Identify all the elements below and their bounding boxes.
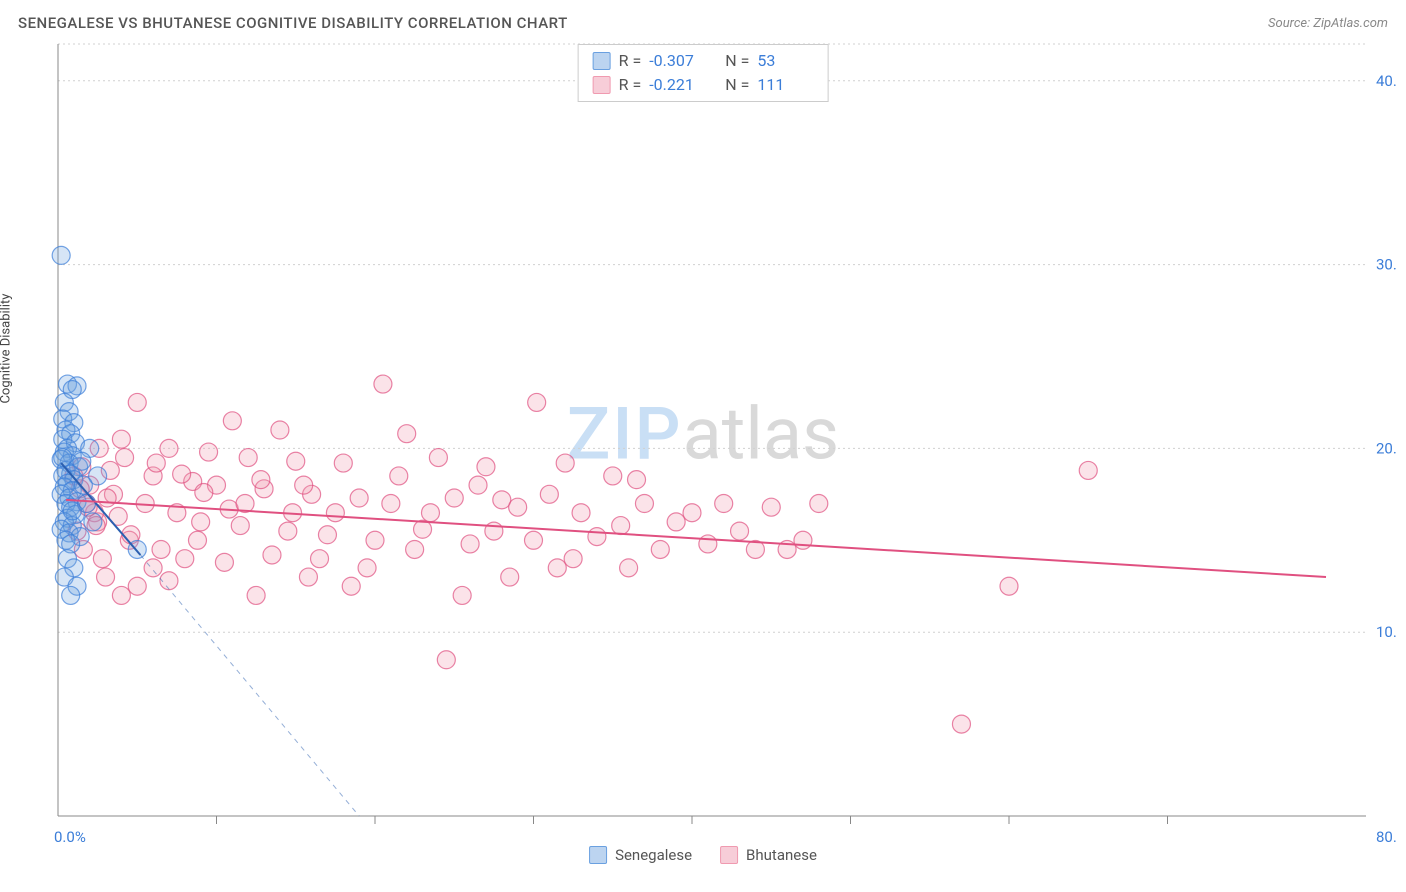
stats-n-label: N =: [725, 73, 749, 97]
svg-text:80.0%: 80.0%: [1376, 828, 1396, 846]
plot-area: Cognitive Disability ZIPatlas 10.0%20.0%…: [10, 36, 1396, 866]
legend-swatch-bhutanese: [720, 846, 738, 864]
chart-container: SENEGALESE VS BHUTANESE COGNITIVE DISABI…: [10, 10, 1396, 882]
chart-title: SENEGALESE VS BHUTANESE COGNITIVE DISABI…: [18, 14, 568, 32]
chart-source: Source: ZipAtlas.com: [1268, 16, 1388, 31]
stats-row-bhutanese: R = -0.221 N = 111: [593, 73, 814, 97]
legend-label-senegalese: Senegalese: [615, 846, 692, 864]
y-axis-label: Cognitive Disability: [0, 294, 14, 404]
svg-text:40.0%: 40.0%: [1376, 72, 1396, 90]
legend-label-bhutanese: Bhutanese: [746, 846, 817, 864]
stats-n-value-bhutanese: 111: [757, 73, 813, 97]
svg-text:10.0%: 10.0%: [1376, 623, 1396, 641]
stats-legend-box: R = -0.307 N = 53 R = -0.221 N = 111: [578, 44, 829, 102]
stats-r-value-bhutanese: -0.221: [649, 73, 705, 97]
legend-item-senegalese: Senegalese: [589, 846, 692, 864]
svg-text:0.0%: 0.0%: [54, 828, 86, 846]
svg-text:20.0%: 20.0%: [1376, 439, 1396, 457]
stats-r-value-senegalese: -0.307: [649, 49, 705, 73]
stats-n-value-senegalese: 53: [757, 49, 813, 73]
stats-row-senegalese: R = -0.307 N = 53: [593, 49, 814, 73]
chart-header: SENEGALESE VS BHUTANESE COGNITIVE DISABI…: [10, 10, 1396, 36]
scatter-plot: 10.0% 20.0% 30.0% 40.0% 0.0% 80.0%: [46, 36, 1396, 866]
stats-n-label: N =: [725, 49, 749, 73]
swatch-bhutanese: [593, 76, 611, 94]
swatch-senegalese: [593, 52, 611, 70]
legend-swatch-senegalese: [589, 846, 607, 864]
bottom-legend: Senegalese Bhutanese: [589, 846, 817, 864]
legend-item-bhutanese: Bhutanese: [720, 846, 817, 864]
stats-r-label: R =: [619, 49, 642, 73]
svg-text:30.0%: 30.0%: [1376, 256, 1396, 274]
stats-r-label: R =: [619, 73, 642, 97]
